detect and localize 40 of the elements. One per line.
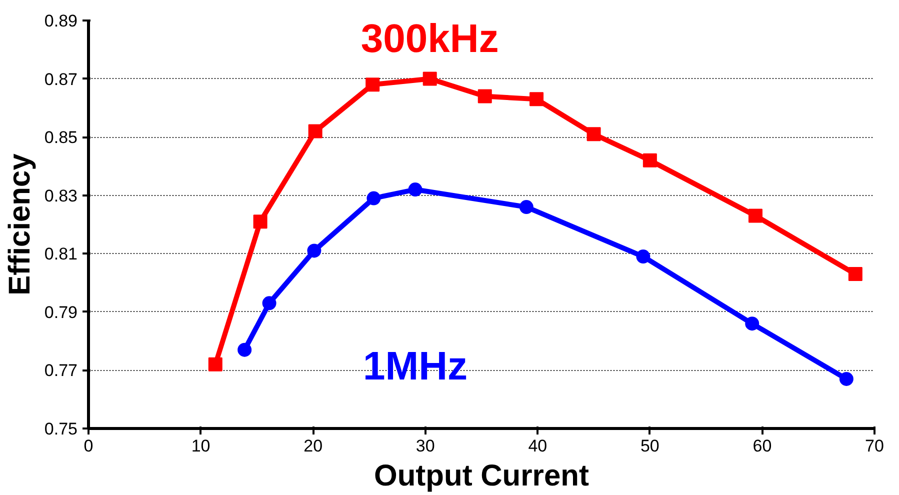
point: [748, 208, 762, 223]
y-tick-label: 0.79: [44, 302, 78, 322]
y-tick-label: 0.85: [44, 128, 78, 148]
y-tick-label: 0.75: [44, 420, 78, 438]
y-tick-label: 0.81: [44, 244, 78, 264]
point: [307, 244, 322, 258]
point: [642, 153, 657, 168]
point: [745, 316, 760, 331]
point: [848, 267, 862, 282]
y-tick-label: 0.87: [44, 70, 78, 89]
x-tick-label: 20: [304, 436, 323, 456]
point: [839, 372, 854, 386]
x-tick-label: 10: [191, 436, 210, 456]
x-tick-label: 40: [528, 436, 548, 456]
point: [208, 357, 222, 372]
point: [253, 214, 268, 229]
point: [530, 92, 544, 106]
point: [586, 127, 601, 142]
point: [636, 250, 650, 264]
x-tick-label: 50: [640, 436, 660, 456]
x-tick-label: 70: [865, 436, 884, 456]
point: [408, 182, 422, 197]
point: [308, 124, 322, 138]
y-tick-label: 0.89: [44, 12, 78, 30]
point: [478, 89, 492, 104]
text: 1MHz: [363, 344, 468, 388]
point: [366, 191, 381, 206]
x-tick-label: 30: [416, 436, 435, 456]
y-tick-label: 0.83: [44, 186, 78, 206]
point: [519, 200, 534, 214]
point: [262, 296, 276, 310]
y-tick-label: 0.77: [44, 361, 78, 380]
x-tick-label: 60: [752, 436, 772, 456]
point: [366, 78, 380, 92]
y-axis-title: Efficiency: [3, 153, 36, 296]
x-axis-title: Output Current: [374, 460, 589, 492]
point: [422, 72, 437, 86]
series-label: 300kHz: [360, 16, 499, 61]
point: [238, 342, 252, 357]
x-tick-label: 0: [84, 436, 94, 456]
